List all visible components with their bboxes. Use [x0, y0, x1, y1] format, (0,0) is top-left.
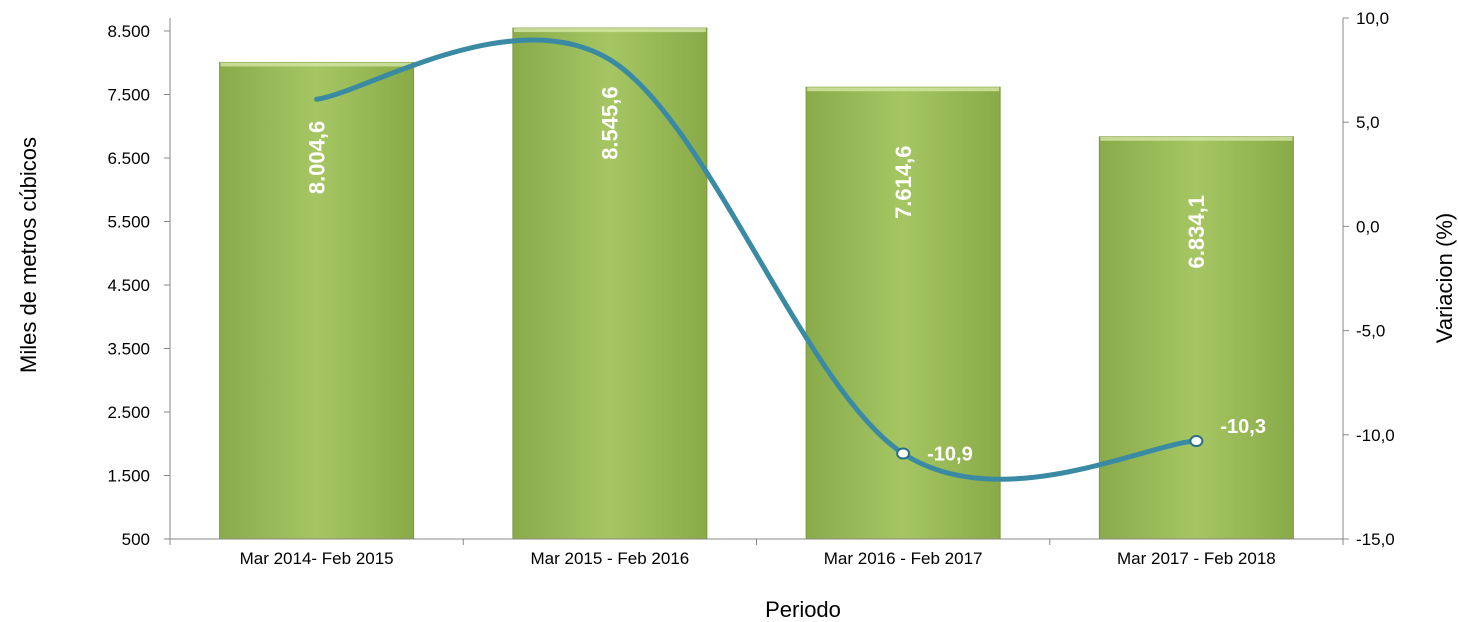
labels-layer: 8.004,6 8.545,6 7.614,6 6.834,1 -10,9 -10,3 — [304, 86, 1266, 465]
bar-value-label: 7.614,6 — [891, 146, 916, 219]
variation-line — [314, 37, 1199, 482]
y-axis-title: Miles de metros cúbicos — [16, 137, 41, 373]
bar-3 — [1098, 136, 1294, 540]
bar-0 — [219, 61, 415, 540]
bar-top-bevel-2 — [807, 87, 1000, 92]
y2-tick-label: -15,0 — [1356, 530, 1395, 549]
variation-point-label: -10,9 — [927, 444, 973, 466]
y-tick-label: 2.500 — [107, 403, 150, 422]
ticks-layer: 500 1.500 2.500 3.500 4.500 5.500 6.500 7.500 8.… — [107, 9, 1394, 568]
y-tick-label: 8.500 — [107, 22, 150, 41]
x-axis-title: Periodo — [765, 597, 841, 622]
x-tick-label: Mar 2015 - Feb 2016 — [530, 549, 689, 568]
x-tick-label: Mar 2017 - Feb 2018 — [1117, 549, 1276, 568]
bar-1 — [512, 27, 708, 540]
x-tick-label: Mar 2016 - Feb 2017 — [824, 549, 983, 568]
bar-top-bevel-1 — [513, 28, 706, 33]
y2-tick-label: 0,0 — [1356, 217, 1380, 236]
line-layer — [314, 37, 1204, 482]
y2-tick-label: -5,0 — [1356, 322, 1385, 341]
y2-tick-label: 10,0 — [1356, 9, 1389, 28]
bar-value-label: 8.004,6 — [304, 121, 329, 194]
y-tick-label: 500 — [122, 530, 150, 549]
y2-tick-label: -10,0 — [1356, 426, 1395, 445]
y-tick-label: 3.500 — [107, 340, 150, 359]
x-tick-label: Mar 2014- Feb 2015 — [240, 549, 394, 568]
bar-value-label: 6.834,1 — [1184, 195, 1209, 268]
bar-top-bevel-3 — [1100, 136, 1293, 141]
bars-layer — [219, 27, 1294, 540]
bar-top-bevel-0 — [220, 62, 413, 67]
y-tick-label: 1.500 — [107, 467, 150, 486]
y-tick-label: 6.500 — [107, 149, 150, 168]
variation-point-label: -10,3 — [1220, 416, 1266, 438]
variation-point — [1189, 435, 1204, 448]
bar-value-label: 8.545,6 — [598, 86, 623, 159]
y-tick-label: 4.500 — [107, 276, 150, 295]
y-tick-label: 7.500 — [107, 86, 150, 105]
variation-point — [896, 447, 911, 460]
y-tick-label: 5.500 — [107, 213, 150, 232]
y2-axis-title: Variacion (%) — [1432, 213, 1457, 343]
y2-tick-label: 5,0 — [1356, 113, 1380, 132]
